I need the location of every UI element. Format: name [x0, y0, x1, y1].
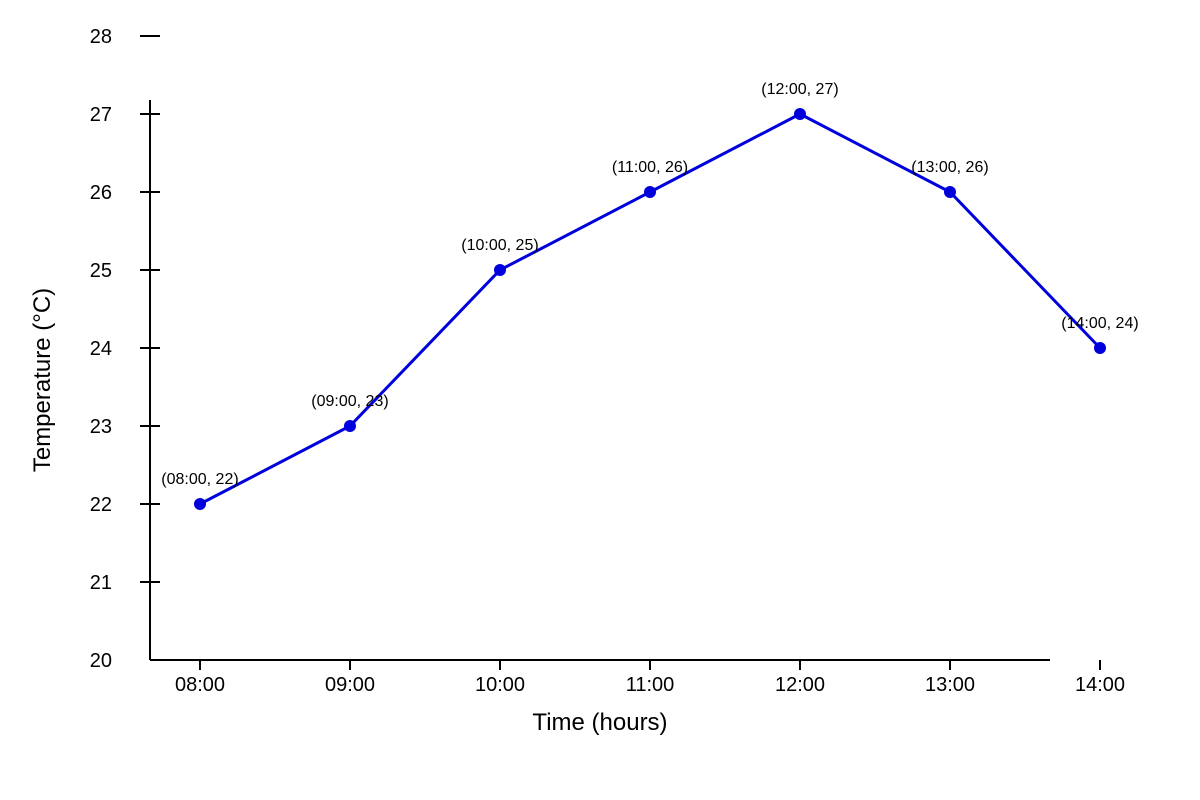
data-point — [794, 108, 806, 120]
data-label: (10:00, 25) — [461, 237, 538, 254]
data-label: (14:00, 24) — [1061, 315, 1138, 332]
y-tick-label: 23 — [90, 416, 112, 438]
y-tick-label: 28 — [90, 26, 112, 48]
x-axis-ticks: 08:00 09:00 10:00 11:00 12:00 13:00 14:00 — [175, 660, 1125, 696]
x-tick-label: 10:00 — [475, 674, 525, 696]
y-tick-label: 24 — [90, 338, 112, 360]
y-tick-label: 21 — [90, 572, 112, 594]
y-tick-label: 20 — [90, 650, 112, 672]
x-axis-title: Time (hours) — [532, 709, 667, 736]
y-axis-title: Temperature (°C) — [29, 288, 56, 472]
data-point — [344, 420, 356, 432]
y-tick-label: 26 — [90, 182, 112, 204]
data-point — [644, 186, 656, 198]
series-layer: (08:00, 22) (09:00, 23) (10:00, 25) (11:00,… — [161, 81, 1139, 510]
data-point — [944, 186, 956, 198]
data-label: (09:00, 23) — [311, 393, 388, 410]
x-tick-label: 09:00 — [325, 674, 375, 696]
data-label: (12:00, 27) — [761, 81, 838, 98]
y-axis-ticks: 20 21 22 23 24 25 26 27 28 — [90, 26, 160, 672]
x-tick-label: 11:00 — [626, 674, 675, 696]
data-point — [494, 264, 506, 276]
y-tick-label: 25 — [90, 260, 112, 282]
x-tick-label: 13:00 — [925, 674, 975, 696]
data-point — [194, 498, 206, 510]
data-label: (11:00, 26) — [612, 159, 688, 176]
data-label: (08:00, 22) — [161, 471, 238, 488]
data-label: (13:00, 26) — [911, 159, 988, 176]
x-tick-label: 12:00 — [775, 674, 825, 696]
y-tick-label: 27 — [90, 104, 112, 126]
y-tick-label: 22 — [90, 494, 112, 516]
x-tick-label: 14:00 — [1075, 674, 1125, 696]
data-point — [1094, 342, 1106, 354]
x-tick-label: 08:00 — [175, 674, 225, 696]
